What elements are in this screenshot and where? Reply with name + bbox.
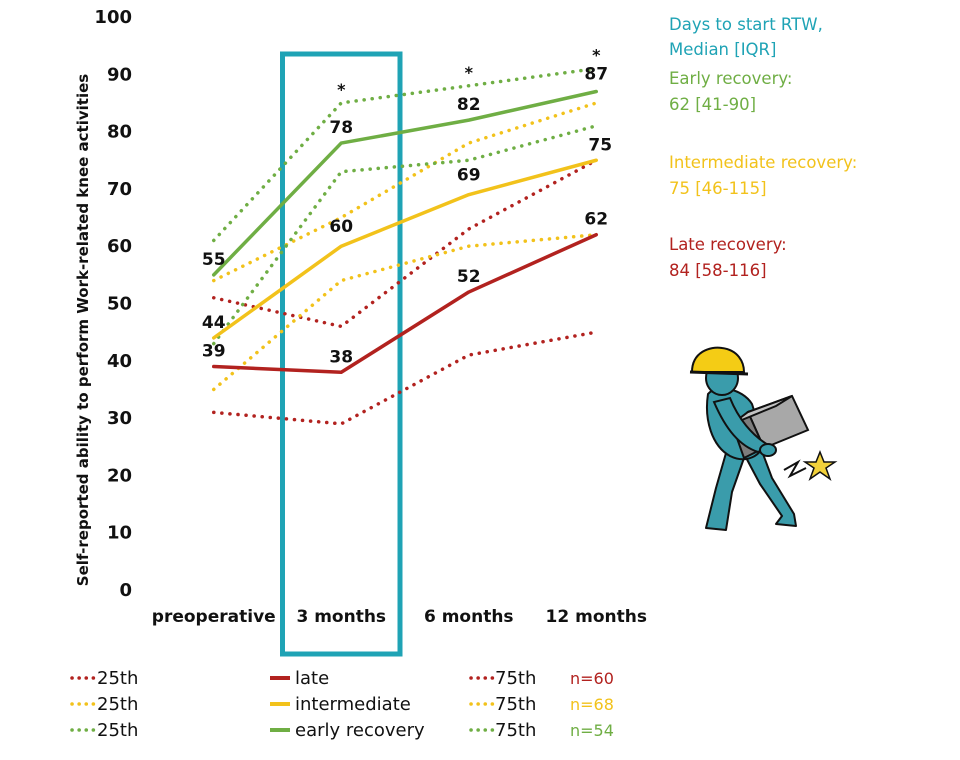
series-late-median xyxy=(212,232,598,375)
worker-illustration xyxy=(689,346,838,531)
side-intermediate-name: Intermediate recovery: xyxy=(669,153,857,172)
y-axis-label: Self-reported ability to perform Work-re… xyxy=(74,74,92,586)
series-lines xyxy=(212,66,598,426)
helmet-icon xyxy=(690,346,746,373)
pain-zigzag-icon xyxy=(783,459,807,479)
side-header-line1: Days to start RTW, xyxy=(669,15,823,34)
data-label-intermediate: 44 xyxy=(202,313,226,333)
legend-p75-label: 75th xyxy=(495,668,536,689)
y-tick-label: 0 xyxy=(119,580,132,601)
data-labels: 39 38 52 62 44 60 69 75 55 78 82 87 xyxy=(202,64,612,367)
series-early-75th xyxy=(212,66,598,243)
legend-median-label: early recovery xyxy=(295,720,425,741)
helmet-brim xyxy=(689,370,749,376)
legend-p25-label: 25th xyxy=(97,694,138,715)
box-top xyxy=(731,395,793,425)
pain-star-icon xyxy=(802,449,838,481)
y-tick-label: 30 xyxy=(107,408,132,429)
worker-front-leg xyxy=(741,445,797,527)
legend-n-label: n=60 xyxy=(570,669,614,688)
legend-p75-label: 75th xyxy=(495,720,536,741)
significance-markers: * * * xyxy=(337,46,601,99)
data-label-early: 55 xyxy=(202,250,226,270)
legend-n-label: n=54 xyxy=(570,721,614,740)
y-tick-label: 10 xyxy=(107,523,132,544)
y-tick-label: 60 xyxy=(107,236,132,257)
data-label-late: 52 xyxy=(457,267,481,287)
legend-p25-label: 25th xyxy=(97,720,138,741)
significance-star: * xyxy=(592,46,601,65)
y-axis-ticks: 0 10 20 30 40 50 60 70 80 90 100 xyxy=(94,7,132,601)
x-tick-label: 3 months xyxy=(296,607,386,627)
y-tick-label: 40 xyxy=(107,351,132,372)
x-tick-label: 12 months xyxy=(546,607,647,627)
legend-median-label: late xyxy=(295,668,329,689)
side-late-value: 84 [58-116] xyxy=(669,261,767,280)
highlight-box xyxy=(280,51,403,657)
legend-p25-label: 25th xyxy=(97,668,138,689)
data-label-early: 82 xyxy=(457,95,481,115)
data-label-early: 78 xyxy=(329,118,353,138)
significance-star: * xyxy=(337,80,346,99)
y-axis-title: Self-reported ability to perform Work-re… xyxy=(74,74,92,586)
side-early-name: Early recovery: xyxy=(669,69,792,88)
data-label-intermediate: 60 xyxy=(329,217,353,237)
side-early-value: 62 [41-90] xyxy=(669,95,756,114)
series-intermediate-25th xyxy=(212,232,598,392)
legend: 25th late 75th n=60 25th intermediate 75th n=68… xyxy=(70,668,614,741)
side-header-line2: Median [IQR] xyxy=(669,40,776,59)
y-tick-label: 20 xyxy=(107,465,132,486)
data-label-intermediate: 69 xyxy=(457,166,481,186)
side-late-name: Late recovery: xyxy=(669,235,787,254)
data-label-late: 39 xyxy=(202,342,226,362)
side-intermediate-value: 75 [46-115] xyxy=(669,179,767,198)
worker-hand xyxy=(759,443,777,457)
x-axis-ticks: preoperative 3 months 6 months 12 months xyxy=(152,607,647,627)
series-early-25th xyxy=(212,124,598,346)
x-tick-label: preoperative xyxy=(152,607,276,627)
side-annotation: Days to start RTW, Median [IQR] Early re… xyxy=(669,15,857,280)
legend-median-label: intermediate xyxy=(295,694,411,715)
x-tick-label: 6 months xyxy=(424,607,514,627)
data-label-late: 38 xyxy=(329,347,353,367)
series-late-75th xyxy=(212,158,598,329)
legend-n-label: n=68 xyxy=(570,695,614,714)
significance-star: * xyxy=(465,63,474,82)
data-label-intermediate: 75 xyxy=(588,135,612,155)
series-late-25th xyxy=(212,330,598,426)
data-label-early: 87 xyxy=(584,64,608,84)
data-label-late: 62 xyxy=(584,210,608,230)
legend-p75-label: 75th xyxy=(495,694,536,715)
series-early-median xyxy=(212,89,598,277)
series-intermediate-75th xyxy=(212,101,598,283)
y-tick-label: 50 xyxy=(107,294,132,315)
y-tick-label: 70 xyxy=(107,179,132,200)
highlight-rect xyxy=(280,51,403,657)
series-intermediate-median xyxy=(212,158,598,340)
y-tick-label: 90 xyxy=(107,64,132,85)
y-tick-label: 100 xyxy=(94,7,132,28)
y-tick-label: 80 xyxy=(107,122,132,143)
